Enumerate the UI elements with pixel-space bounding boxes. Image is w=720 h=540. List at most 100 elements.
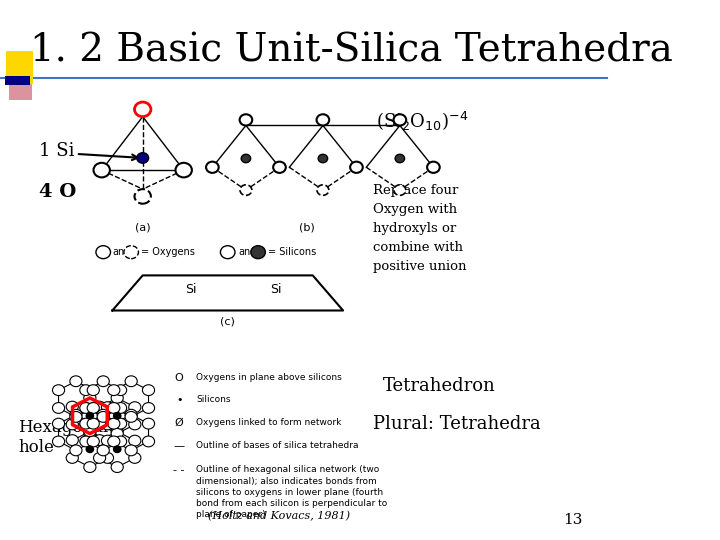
Circle shape bbox=[94, 401, 106, 412]
Text: (a): (a) bbox=[135, 223, 150, 233]
Circle shape bbox=[129, 435, 141, 446]
Circle shape bbox=[240, 185, 252, 195]
Circle shape bbox=[66, 401, 78, 412]
Circle shape bbox=[53, 403, 65, 414]
Circle shape bbox=[273, 161, 286, 173]
Circle shape bbox=[97, 445, 109, 456]
Text: Silicons: Silicons bbox=[196, 395, 230, 404]
Circle shape bbox=[86, 413, 94, 419]
Circle shape bbox=[102, 435, 114, 446]
Circle shape bbox=[108, 418, 120, 429]
Circle shape bbox=[220, 246, 235, 259]
Circle shape bbox=[84, 462, 96, 472]
Circle shape bbox=[94, 453, 106, 463]
Circle shape bbox=[96, 246, 110, 259]
Circle shape bbox=[84, 393, 96, 403]
Circle shape bbox=[427, 161, 440, 173]
Circle shape bbox=[70, 376, 82, 387]
Circle shape bbox=[94, 419, 106, 430]
Circle shape bbox=[66, 419, 78, 430]
Circle shape bbox=[53, 436, 65, 447]
Circle shape bbox=[135, 102, 151, 117]
Circle shape bbox=[80, 384, 92, 395]
Circle shape bbox=[129, 402, 141, 413]
Text: and: and bbox=[112, 247, 131, 257]
Text: (c): (c) bbox=[220, 316, 235, 326]
Circle shape bbox=[102, 402, 114, 413]
Circle shape bbox=[108, 436, 120, 447]
Circle shape bbox=[125, 445, 138, 456]
Circle shape bbox=[125, 409, 138, 420]
Circle shape bbox=[251, 246, 266, 259]
Circle shape bbox=[53, 384, 65, 395]
Text: Oxygens in plane above silicons: Oxygens in plane above silicons bbox=[196, 373, 342, 382]
Text: Replace four
Oxygen with
hydroxyls or
combine with
positive union: Replace four Oxygen with hydroxyls or co… bbox=[374, 184, 467, 273]
Circle shape bbox=[87, 418, 99, 429]
Circle shape bbox=[125, 376, 138, 387]
Circle shape bbox=[114, 446, 121, 453]
Circle shape bbox=[129, 419, 141, 430]
Text: —: — bbox=[174, 441, 185, 451]
Text: = Oxygens: = Oxygens bbox=[141, 247, 194, 257]
Circle shape bbox=[125, 411, 138, 422]
Circle shape bbox=[94, 163, 110, 177]
Text: Ø: Ø bbox=[175, 418, 184, 428]
Text: (b): (b) bbox=[299, 223, 315, 233]
Circle shape bbox=[124, 246, 138, 259]
Circle shape bbox=[84, 428, 96, 439]
Circle shape bbox=[86, 446, 94, 453]
Circle shape bbox=[97, 376, 109, 387]
Circle shape bbox=[241, 154, 251, 163]
Circle shape bbox=[137, 153, 148, 163]
Circle shape bbox=[97, 411, 109, 422]
Circle shape bbox=[114, 436, 127, 447]
Text: 4 O: 4 O bbox=[40, 183, 77, 201]
Text: Si: Si bbox=[271, 283, 282, 296]
Circle shape bbox=[143, 418, 155, 429]
Text: 13: 13 bbox=[564, 512, 583, 526]
Circle shape bbox=[129, 453, 141, 463]
Circle shape bbox=[114, 403, 127, 414]
Circle shape bbox=[108, 403, 120, 414]
Circle shape bbox=[317, 114, 329, 125]
Circle shape bbox=[317, 185, 329, 195]
Text: Tetrahedron: Tetrahedron bbox=[382, 377, 495, 395]
Text: (Holtz and Kovacs, 1981): (Holtz and Kovacs, 1981) bbox=[208, 511, 351, 521]
Circle shape bbox=[394, 185, 406, 195]
Circle shape bbox=[143, 403, 155, 414]
Circle shape bbox=[70, 445, 82, 456]
Bar bbox=[9, 70, 32, 100]
Circle shape bbox=[53, 418, 65, 429]
Text: Si: Si bbox=[186, 283, 197, 296]
Circle shape bbox=[80, 418, 92, 429]
Text: 1 Si: 1 Si bbox=[40, 142, 75, 160]
Circle shape bbox=[87, 436, 99, 447]
Circle shape bbox=[176, 163, 192, 177]
Text: O: O bbox=[175, 373, 184, 383]
Text: - -: - - bbox=[174, 465, 185, 476]
Circle shape bbox=[87, 384, 99, 395]
Text: Plural: Tetrahedra: Plural: Tetrahedra bbox=[374, 415, 541, 433]
Text: Outline of bases of silica tetrahedra: Outline of bases of silica tetrahedra bbox=[196, 441, 359, 450]
Circle shape bbox=[111, 393, 123, 403]
Text: Outline of hexagonal silica network (two
dimensional); also indicates bonds from: Outline of hexagonal silica network (two… bbox=[196, 465, 387, 519]
Text: = Silicons: = Silicons bbox=[269, 247, 317, 257]
Circle shape bbox=[135, 189, 151, 204]
Circle shape bbox=[111, 426, 123, 437]
Circle shape bbox=[94, 435, 106, 446]
Text: Oxygens linked to form network: Oxygens linked to form network bbox=[196, 418, 341, 427]
Circle shape bbox=[80, 436, 92, 447]
Circle shape bbox=[80, 403, 92, 414]
Circle shape bbox=[114, 418, 127, 429]
Text: •: • bbox=[176, 395, 182, 406]
Circle shape bbox=[394, 114, 406, 125]
Bar bbox=[6, 51, 33, 84]
Circle shape bbox=[350, 161, 363, 173]
Circle shape bbox=[70, 411, 82, 422]
Text: Hexagonal
hole: Hexagonal hole bbox=[18, 419, 109, 456]
Bar bbox=[5, 76, 30, 85]
Text: and: and bbox=[238, 247, 256, 257]
Circle shape bbox=[395, 154, 405, 163]
Circle shape bbox=[114, 384, 127, 395]
Circle shape bbox=[87, 403, 99, 414]
